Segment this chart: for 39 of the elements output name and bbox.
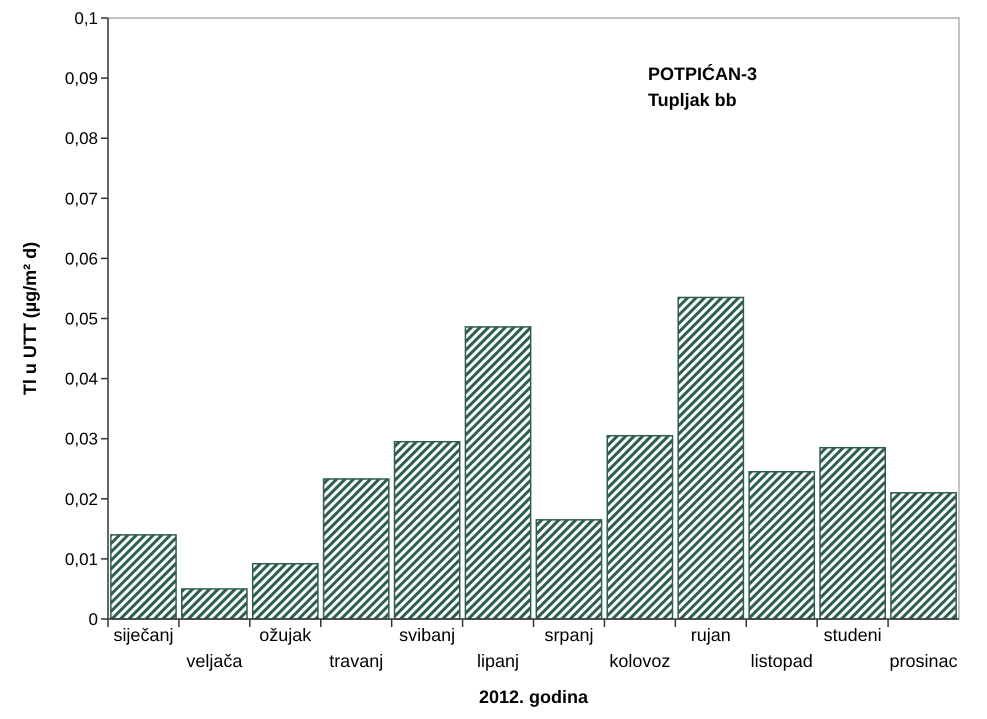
x-tick-label: prosinac — [890, 651, 958, 671]
y-tick-label: 0,01 — [64, 550, 98, 569]
x-tick-label: siječanj — [113, 625, 174, 645]
bar — [819, 446, 886, 620]
x-tick-label: listopad — [750, 651, 813, 671]
bar — [890, 492, 957, 620]
y-tick-label: 0,02 — [64, 490, 98, 509]
x-tick-label: rujan — [690, 625, 731, 645]
y-tick-label: 0 — [88, 610, 98, 629]
y-tick-label: 0,1 — [74, 8, 98, 28]
x-tick-label: studeni — [824, 625, 882, 645]
bar — [536, 519, 602, 620]
bar — [394, 440, 460, 620]
annotation: Tupljak bb — [648, 90, 737, 110]
y-tick-label: 0,09 — [64, 69, 98, 88]
y-tick-label: 0,07 — [64, 189, 98, 208]
x-tick-label: srpanj — [544, 625, 594, 645]
x-tick-label: ožujak — [259, 625, 312, 645]
bar — [110, 534, 177, 620]
y-tick-label: 0,04 — [64, 370, 98, 389]
bar — [322, 478, 390, 620]
x-axis-title: 2012. godina — [478, 687, 590, 707]
y-tick-label: 0,05 — [64, 309, 98, 328]
bar — [181, 588, 248, 620]
x-tick-label: lipanj — [477, 651, 520, 671]
bar — [606, 434, 674, 620]
annotation: POTPIĆAN-3 — [648, 64, 758, 84]
x-tick-label: svibanj — [399, 625, 456, 645]
x-tick-label: travanj — [329, 651, 384, 671]
bar — [464, 326, 532, 620]
bar — [748, 471, 816, 620]
bar — [677, 296, 744, 620]
x-tick-label: kolovoz — [609, 651, 670, 671]
bar — [252, 562, 319, 620]
y-tick-label: 0,08 — [64, 129, 98, 148]
y-tick-label: 0,03 — [64, 430, 98, 449]
x-tick-label: veljača — [186, 651, 244, 671]
y-axis-title: Tl u UTT (µg/m² d) — [20, 242, 40, 396]
y-tick-label: 0,06 — [64, 249, 98, 268]
